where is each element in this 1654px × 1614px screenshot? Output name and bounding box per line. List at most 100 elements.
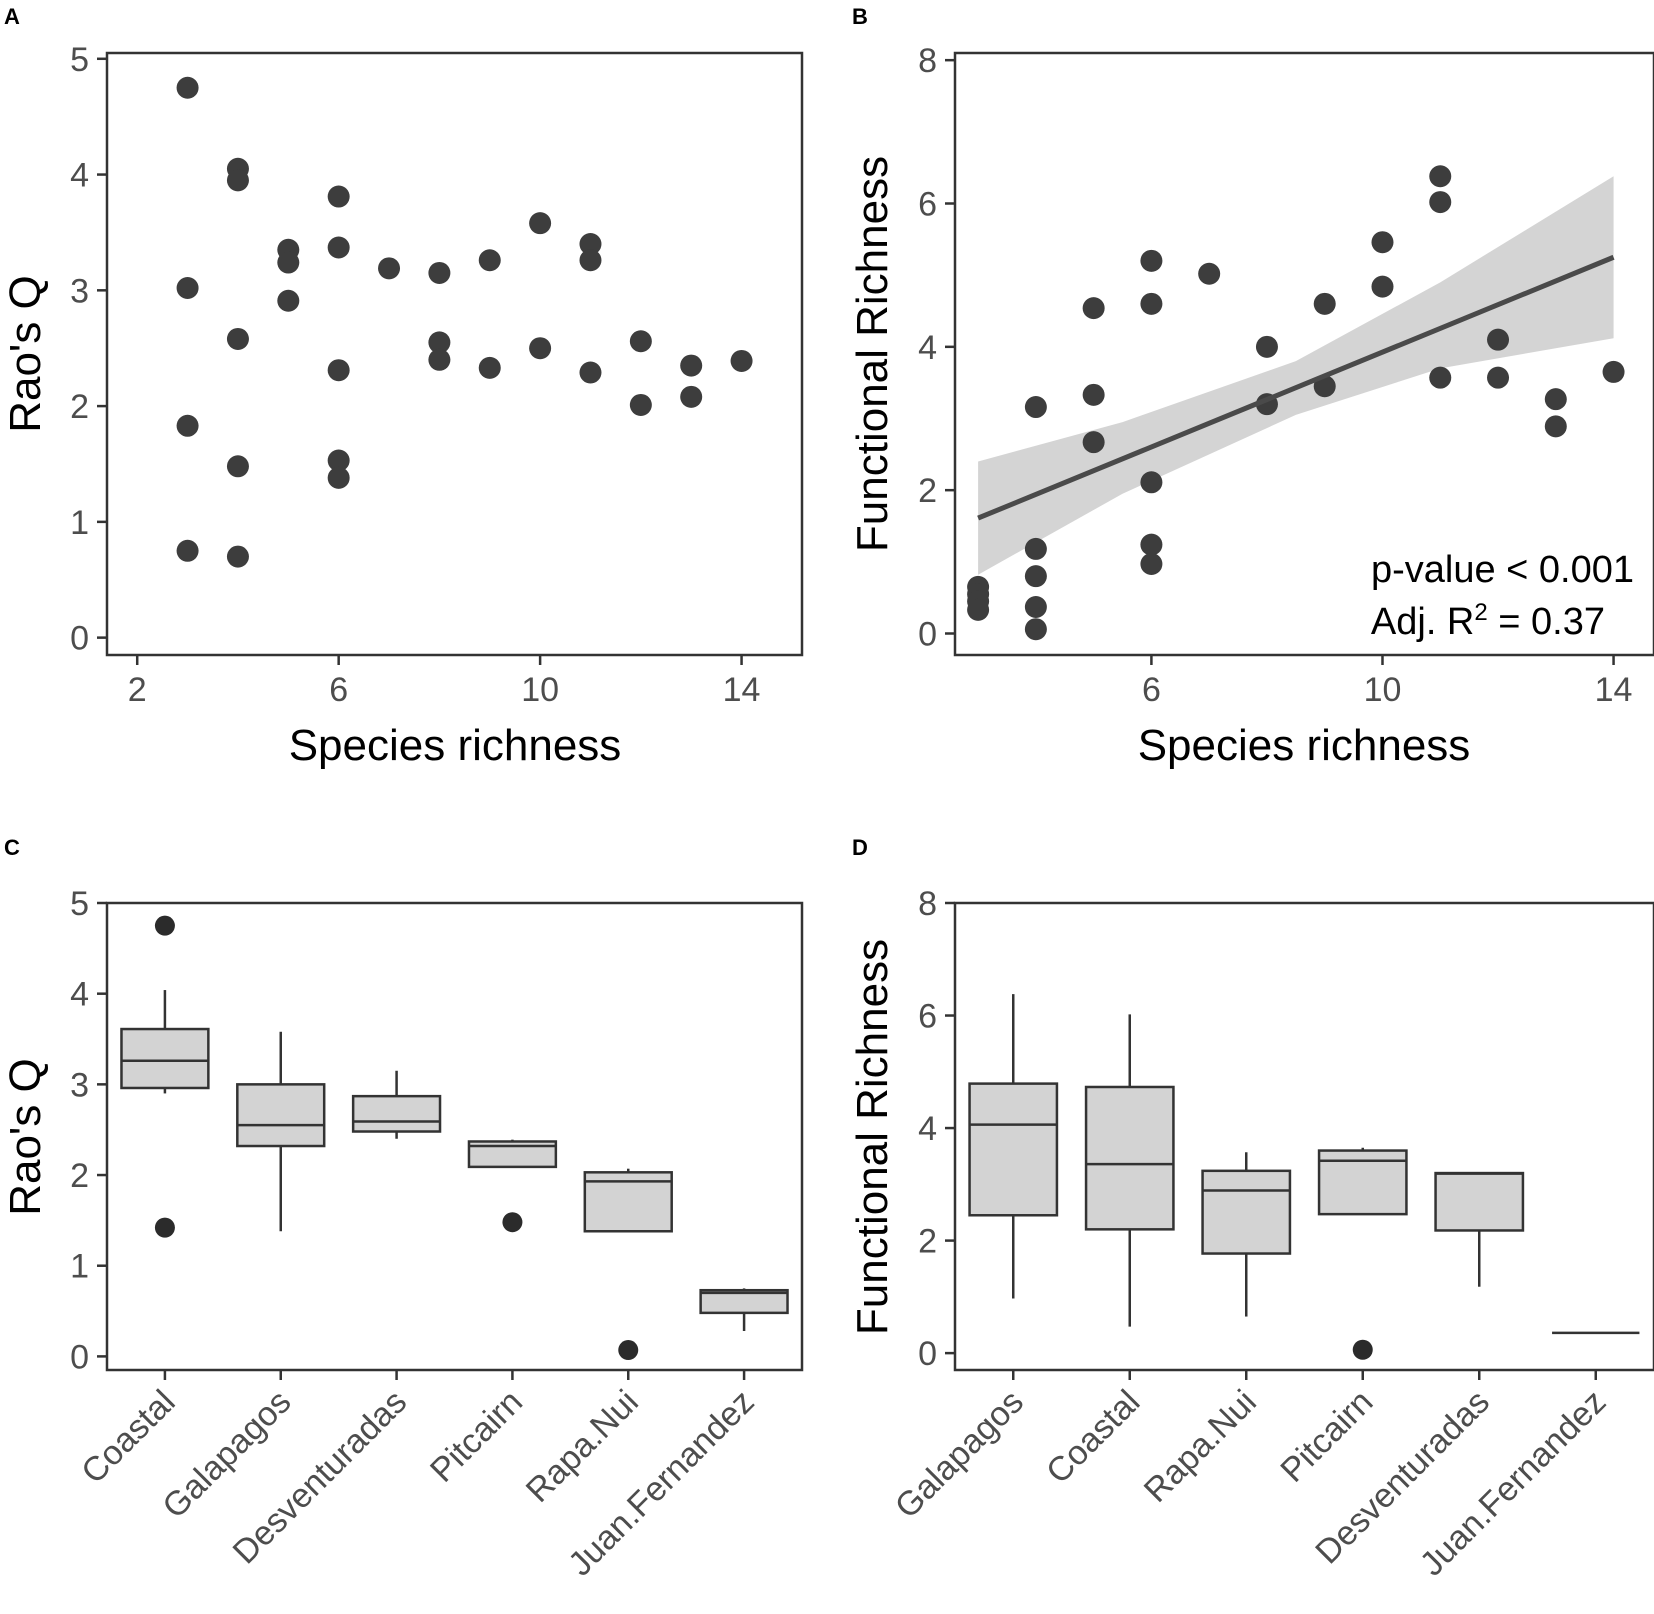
panel-a-data-point (579, 361, 602, 384)
panel-b-data-point (1371, 231, 1394, 254)
panel-a-data-point (428, 261, 451, 284)
panel-c-outlier (618, 1340, 639, 1361)
panel-a-data-point (327, 449, 350, 472)
panel-a-marks: 0 1 2 3 4 5 2 6 10 14 (70, 41, 760, 709)
panel-a-data-point (176, 277, 199, 300)
panel-d-y-tick-label: 0 (918, 1335, 937, 1373)
panel-b-data-point (1140, 471, 1163, 494)
panel-d-box (1434, 1171, 1525, 1232)
panel-a-data-point (529, 337, 552, 360)
panel-c-y-tick-label: 1 (70, 1248, 89, 1286)
panel-d-plot-frame (953, 901, 1654, 1372)
panel-a-data-point (277, 251, 300, 274)
panel-b-data-point (1140, 552, 1163, 575)
panel-a-data-point (478, 249, 501, 272)
panel-a-y-tick-label: 4 (70, 157, 89, 195)
panel-b-x-tick-label: 6 (1142, 671, 1161, 709)
panel-a-x-tick-label: 10 (521, 671, 559, 709)
panel-b-data-point (1544, 415, 1567, 438)
panel-c-y-tick-label: 2 (70, 1157, 89, 1195)
panel-b-data-point (1602, 360, 1625, 383)
panel-a-y-tick-label: 2 (70, 388, 89, 426)
panel-b-data-point (1140, 292, 1163, 315)
panel-b-y-tick-label: 6 (918, 186, 937, 224)
panel-c-outlier (154, 1217, 175, 1238)
panel-a-plot-frame (105, 51, 804, 657)
panel-c-outlier (502, 1212, 523, 1233)
panel-b-data-point (1313, 292, 1336, 315)
panel-a-data-point (579, 249, 602, 272)
panel-a-y-tick-label: 0 (70, 620, 89, 658)
panel-a-data-point (226, 327, 249, 350)
panel-b-data-point (1487, 328, 1510, 351)
panel-letter-a: A (4, 4, 20, 29)
panel-d-y-tick-label: 2 (918, 1223, 937, 1261)
panel-b-data-point (1255, 335, 1278, 358)
panel-b-x-tick-label: 14 (1595, 671, 1633, 709)
panel-c-y-tick-label: 4 (70, 976, 89, 1014)
panel-a-data-point (378, 257, 401, 280)
panel-a-x-tick-label: 14 (723, 671, 761, 709)
panel-c-box (236, 1083, 326, 1148)
panel-a-data-point (680, 385, 703, 408)
panel-letter-b: B (852, 4, 868, 29)
panel-b-data-point (1024, 537, 1047, 560)
adj-r2-prefix: Adj. R (1371, 601, 1474, 643)
panel-d-y-tick-label: 4 (918, 1110, 937, 1148)
panel-a-y-tick-label: 3 (70, 272, 89, 310)
panel-b-data-point (1429, 165, 1452, 188)
panel-b-plot-frame (953, 51, 1654, 657)
panel-b-y-tick-label: 4 (918, 329, 937, 367)
panel-b-data-point (967, 598, 990, 621)
panel-d-y-tick-label: 8 (918, 885, 937, 923)
panel-a-data-point (327, 185, 350, 208)
panel-c-plot-frame (105, 901, 804, 1372)
panel-c-outlier (154, 915, 175, 936)
panel-d-box (1201, 1169, 1292, 1255)
panel-b-data-point (1140, 249, 1163, 272)
panel-letter-d: D (852, 835, 868, 860)
panel-b-data-point (1544, 388, 1567, 411)
panel-b-x-tick-label: 10 (1364, 671, 1402, 709)
panel-a-data-point (176, 76, 199, 99)
panel-a-data-point (226, 455, 249, 478)
panel-b-data-point (1024, 565, 1047, 588)
panel-a-data-point (327, 359, 350, 382)
panel-a-y-tick-label: 5 (70, 41, 89, 79)
panel-b-marks: 0 2 4 6 8 6 10 14 (918, 42, 1632, 709)
panel-b-x-axis-title: Species richness (1138, 721, 1471, 770)
panel-b-confidence-band (978, 176, 1614, 575)
panel-a-data-point (277, 289, 300, 312)
panel-b-data-point (1198, 262, 1221, 285)
adj-r2-superscript: 2 (1474, 599, 1487, 626)
panel-a-data-point (226, 169, 249, 192)
panel-b-y-tick-label: 2 (918, 472, 937, 510)
panel-c-y-tick-label: 0 (70, 1338, 89, 1376)
panel-b-data-point (1024, 618, 1047, 641)
panel-d-outlier (1352, 1339, 1373, 1360)
panel-b-data-point (1429, 366, 1452, 389)
panel-b-data-point (1024, 595, 1047, 618)
panel-a-y-axis-title: Rao's Q (1, 275, 50, 433)
panel-a-data-point (428, 331, 451, 354)
panel-a-data-point (579, 233, 602, 256)
panel-a-data-point (176, 539, 199, 562)
panel-b-data-point (1140, 533, 1163, 556)
panel-a-x-axis-title: Species richness (289, 721, 622, 770)
panel-a-data-point (226, 545, 249, 568)
panel-a-data-point (629, 330, 652, 353)
panel-c-y-axis-title: Rao's Q (1, 1058, 50, 1216)
panel-a-data-point (176, 414, 199, 437)
panel-a-data-point (680, 354, 703, 377)
panel-b-y-axis-title: Functional Richness (848, 156, 897, 552)
panel-letter-c: C (4, 835, 20, 860)
panel-a-y-tick-label: 1 (70, 504, 89, 542)
panel-c-box (351, 1094, 442, 1133)
panel-b-data-point (1371, 275, 1394, 298)
panel-a-data-point (730, 349, 753, 372)
panel-b-data-point (1429, 191, 1452, 214)
panel-b-data-point (1082, 383, 1105, 406)
panel-a-data-point (529, 212, 552, 235)
